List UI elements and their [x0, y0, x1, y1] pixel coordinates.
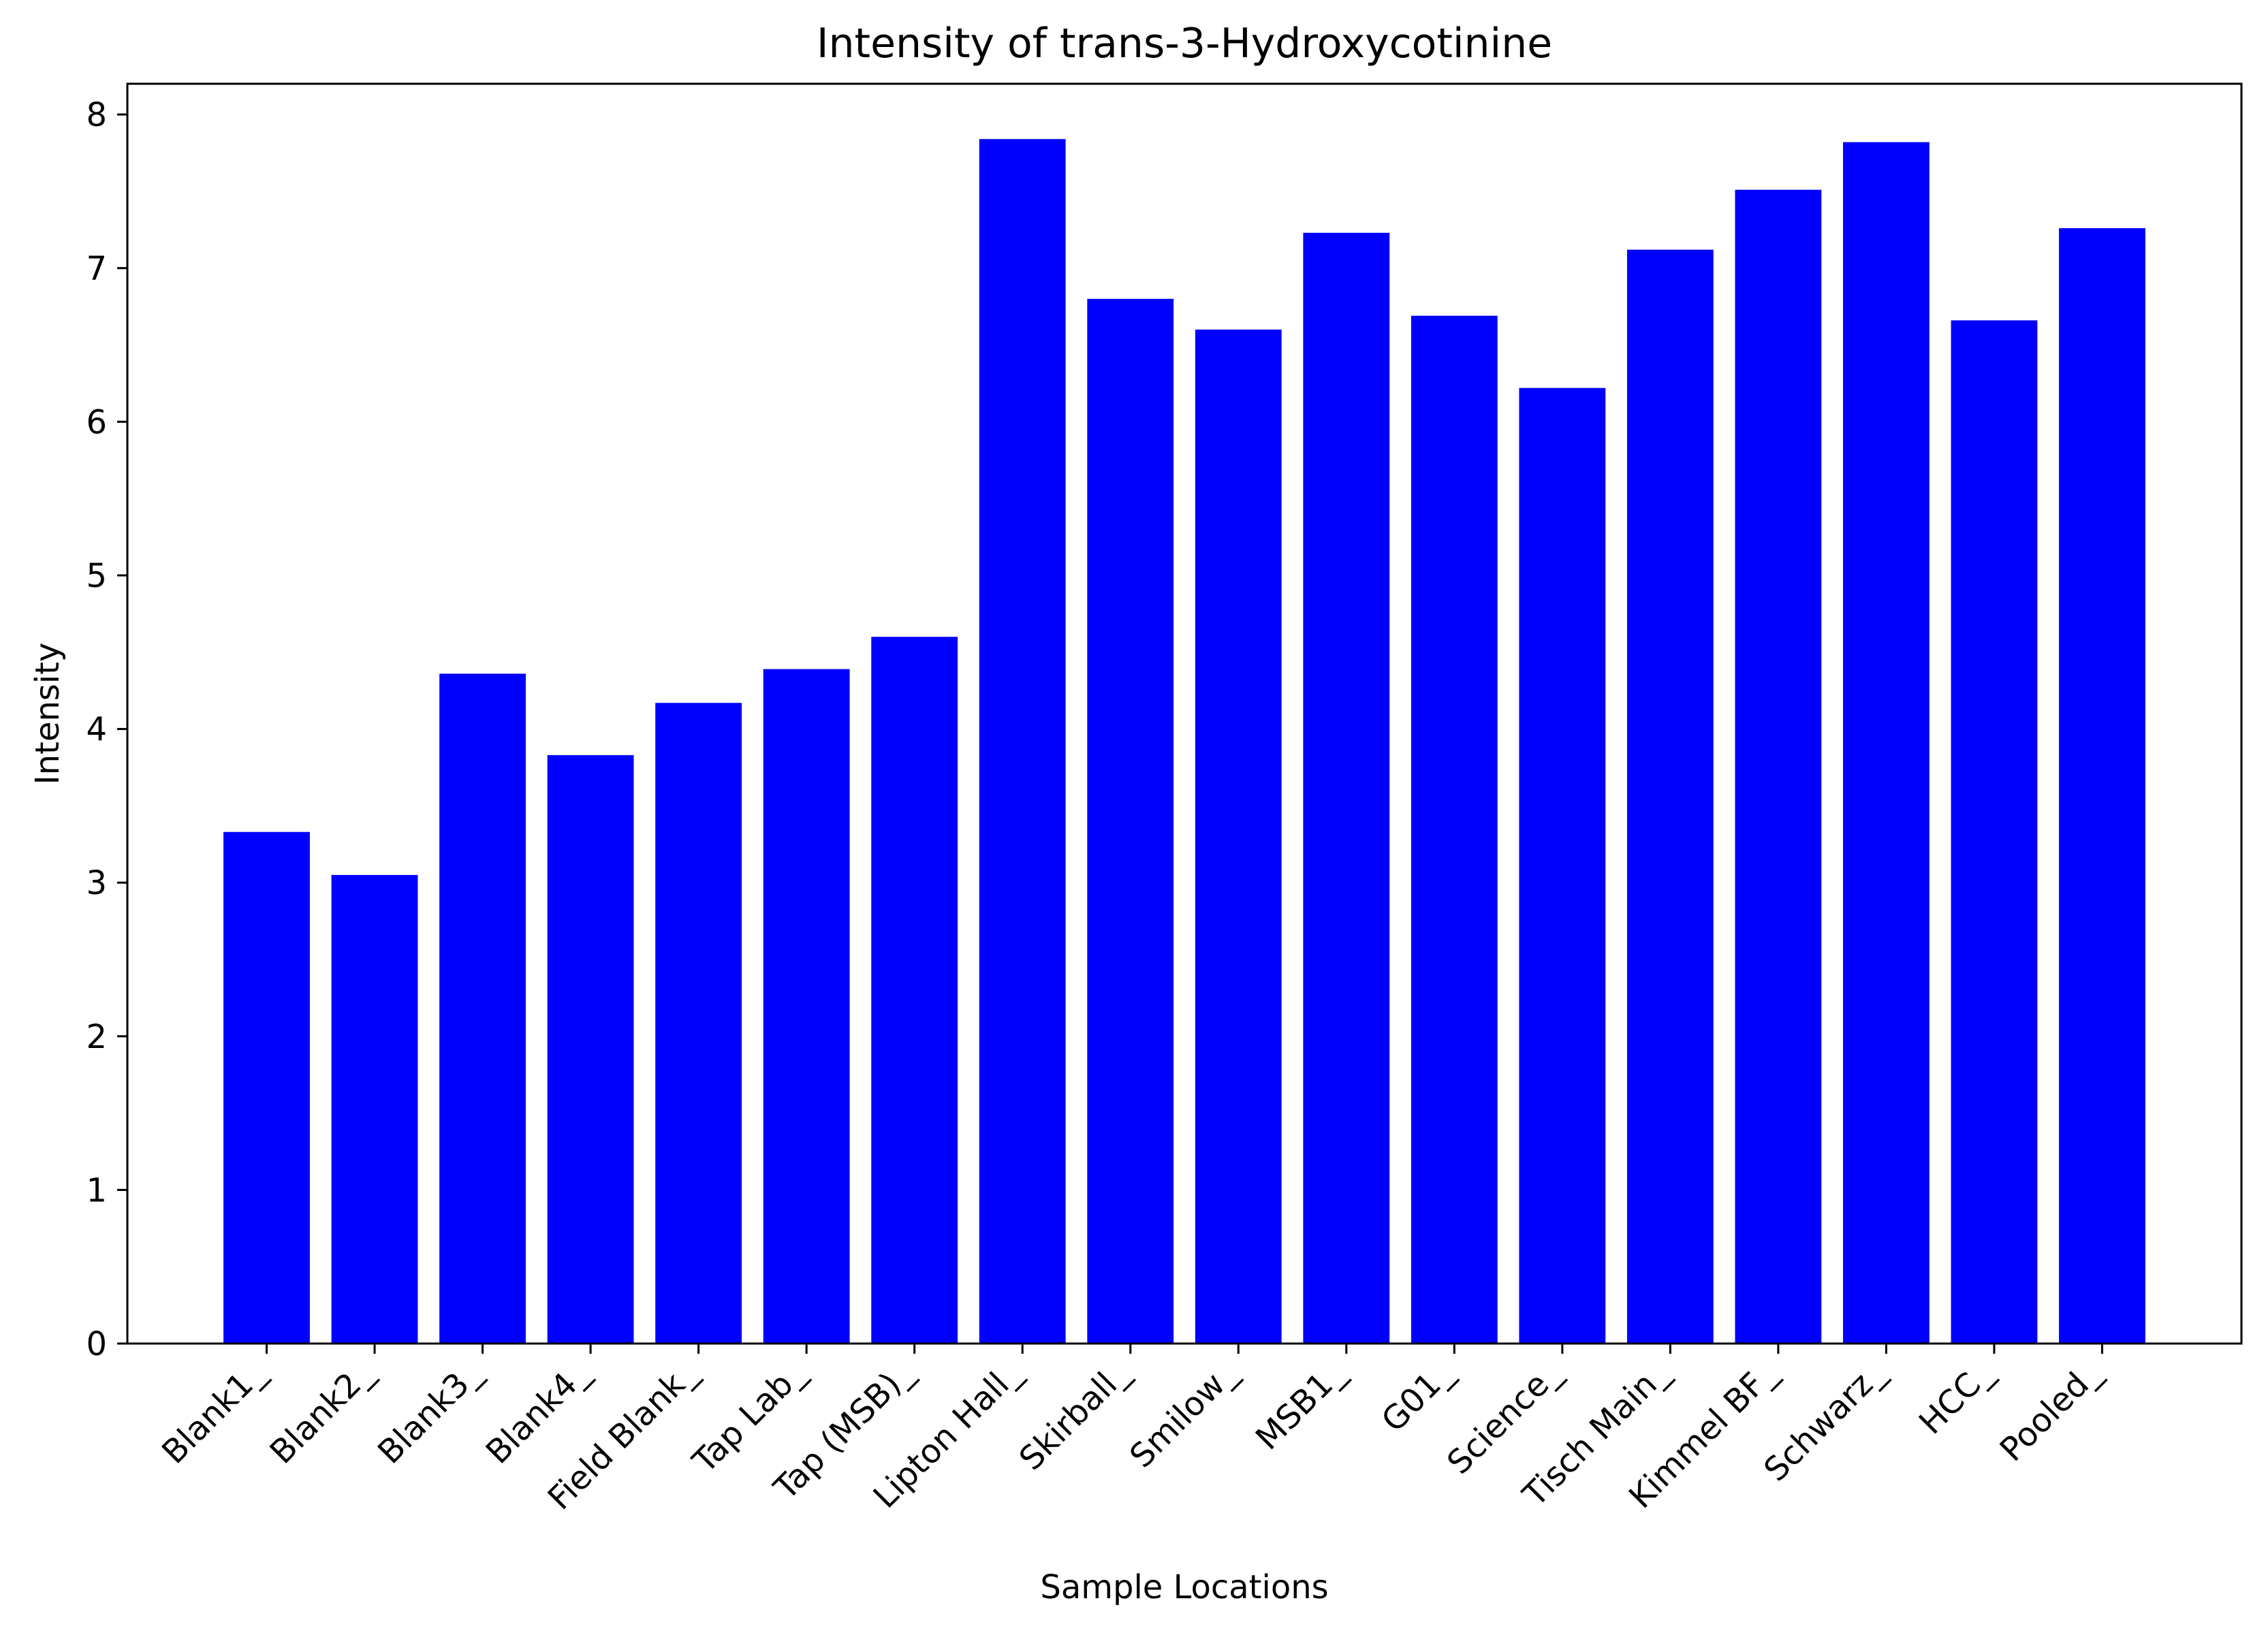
chart-title: Intensity of trans-3-Hydroxycotinine	[817, 20, 1552, 67]
bar-1	[331, 874, 418, 1344]
y-axis-label: Intensity	[29, 643, 67, 785]
y-tick-label-0: 0	[86, 1325, 107, 1363]
bar-5	[763, 669, 850, 1344]
bar-10	[1303, 232, 1390, 1344]
bar-8	[1087, 298, 1174, 1344]
plot-area	[223, 139, 2145, 1344]
y-tick-label-7: 7	[86, 250, 107, 288]
bar-11	[1411, 315, 1498, 1344]
bar-17	[2059, 228, 2145, 1344]
y-tick-label-1: 1	[86, 1171, 107, 1209]
plot-frame	[126, 82, 2243, 1345]
y-tick-label-5: 5	[86, 557, 107, 595]
bar-4	[655, 703, 742, 1344]
bar-9	[1195, 329, 1282, 1344]
y-tick-label-8: 8	[86, 96, 107, 134]
x-axis-label: Sample Locations	[1040, 1568, 1328, 1606]
bar-13	[1626, 249, 1714, 1344]
y-tick-label-2: 2	[86, 1018, 107, 1056]
y-axis: 0 1 2 3 4 5 6 7 8	[86, 96, 127, 1363]
bar-2	[439, 673, 526, 1344]
bar-12	[1519, 387, 1606, 1344]
bar-15	[1843, 142, 1930, 1344]
bar-6	[871, 637, 958, 1344]
bar-16	[1951, 320, 2038, 1344]
bar-3	[547, 755, 634, 1344]
bar-0	[223, 831, 310, 1344]
y-tick-label-3: 3	[86, 864, 107, 902]
bar-7	[979, 139, 1066, 1344]
bar-14	[1735, 189, 1822, 1344]
y-tick-label-4: 4	[86, 711, 107, 749]
y-tick-label-6: 6	[86, 403, 107, 441]
